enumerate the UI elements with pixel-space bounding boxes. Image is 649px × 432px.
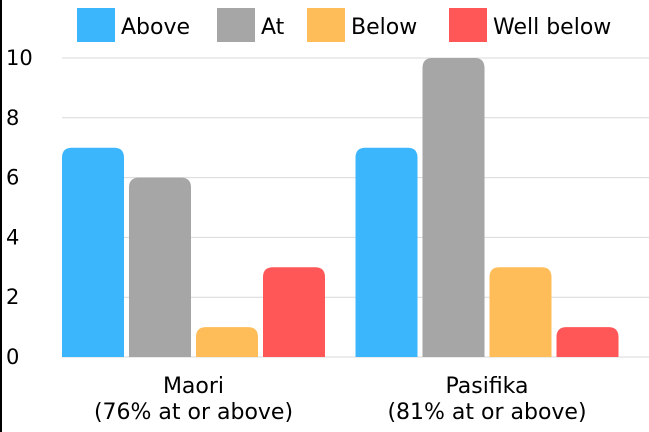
x-tick-label: (81% at or above) [387,400,586,425]
bar [490,267,552,357]
legend-swatch [307,8,345,42]
y-tick-label: 6 [6,166,19,190]
legend-label: Below [351,15,417,40]
bar [129,178,191,357]
legend-label: Well below [493,15,611,40]
y-tick-label: 0 [6,345,19,369]
legend-swatch [217,8,255,42]
bar [263,267,325,357]
y-tick-label: 4 [6,225,19,249]
legend-swatch [77,8,115,42]
legend-swatch [449,8,487,42]
x-tick-label: Maori [163,374,224,399]
x-tick-label: (76% at or above) [94,400,293,425]
bar [196,327,258,357]
x-tick-label: Pasifika [445,374,528,399]
bar [423,58,485,357]
bar [557,327,619,357]
legend-label: Above [121,15,190,40]
legend-label: At [261,15,285,40]
bar [62,148,124,357]
y-tick-label: 8 [6,106,19,130]
bar [356,148,418,357]
y-tick-label: 2 [6,285,19,309]
y-tick-label: 10 [6,46,33,70]
